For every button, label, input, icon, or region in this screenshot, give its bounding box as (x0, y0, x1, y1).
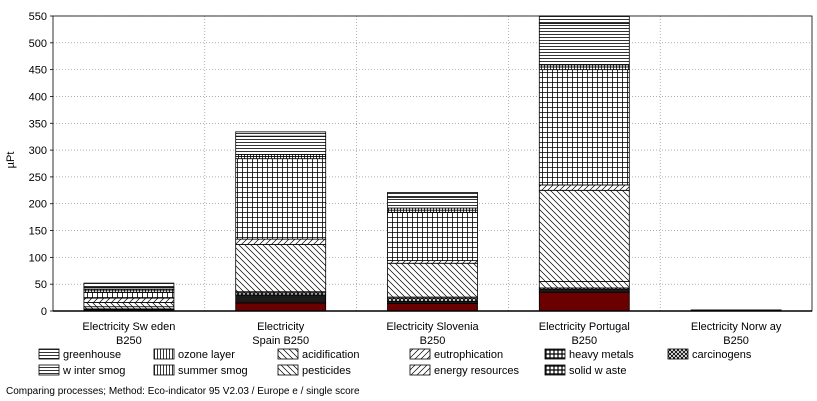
y-tick-label: 0 (41, 306, 47, 318)
bar-segment (388, 212, 478, 260)
bar-segment (388, 192, 478, 197)
bar-segment (539, 190, 629, 281)
y-tick-label: 450 (29, 65, 47, 77)
x-category-label: B250 (116, 335, 142, 347)
legend-swatch (39, 365, 59, 375)
legend-label: acidification (302, 349, 359, 361)
x-category-labels: Electricity Sw eden B250 Electricity Spain … (82, 321, 781, 347)
x-category-label: Electricity Portugal (539, 321, 630, 333)
legend-label: energy resources (434, 365, 519, 377)
y-axis-label: µPt (5, 152, 17, 169)
bar-segment (388, 197, 478, 208)
legend-swatch (39, 349, 59, 359)
legend-swatch (545, 349, 565, 359)
x-category-label: B250 (420, 335, 446, 347)
legend: greenhouse ozone layer acidification eutrop… (39, 349, 752, 377)
bar-segment (236, 295, 326, 303)
legend-label: carcinogens (692, 349, 752, 361)
y-tick-label: 200 (29, 199, 47, 211)
y-tick-label: 100 (29, 252, 47, 264)
bar-segment (388, 263, 478, 297)
legend-label: w inter smog (62, 365, 125, 377)
bar-segment (84, 298, 174, 302)
bar-segment (236, 132, 326, 136)
bar-segment (236, 239, 326, 244)
bar-segment (84, 292, 174, 298)
x-category-label: Electricity Slovenia (386, 321, 479, 333)
x-category-label: Spain B250 (252, 335, 309, 347)
bar-segment (539, 16, 629, 24)
legend-label: eutrophication (434, 349, 503, 361)
bar-segment (539, 70, 629, 185)
legend-label: ozone layer (178, 349, 235, 361)
bar-segment (388, 261, 478, 264)
bar-segment (539, 67, 629, 70)
footer-caption: Comparing processes; Method: Eco-indicat… (6, 386, 360, 397)
legend-label: heavy metals (569, 349, 634, 361)
bar-segment (539, 290, 629, 293)
legend-swatch (410, 349, 430, 359)
y-tick-label: 300 (29, 145, 47, 157)
y-tick-label: 400 (29, 91, 47, 103)
bar-segment (236, 159, 326, 239)
bar-segment (539, 24, 629, 65)
legend-swatch (545, 365, 565, 375)
bar-segment (84, 283, 174, 287)
x-category-label: Electricity (257, 321, 305, 333)
legend-label: greenhouse (63, 349, 121, 361)
bar-segment (236, 303, 326, 311)
legend-swatch (410, 365, 430, 375)
y-tick-label: 150 (29, 226, 47, 238)
legend-label: summer smog (178, 365, 248, 377)
bar-segment (236, 136, 326, 154)
x-category-label: Electricity Norw ay (691, 321, 782, 333)
y-tick-label: 350 (29, 118, 47, 130)
y-tick-labels: 0 50 100 150 200 250 300 350 400 450 500 550 (29, 11, 53, 318)
y-tick-label: 500 (29, 38, 47, 50)
legend-label: solid w aste (569, 365, 626, 377)
y-tick-label: 250 (29, 172, 47, 184)
x-category-label: B250 (723, 335, 749, 347)
bar-segment (539, 292, 629, 311)
bar-segment (539, 282, 629, 288)
bar-segment (236, 244, 326, 291)
bar-segment (84, 302, 174, 306)
x-category-label: B250 (571, 335, 597, 347)
bar-segment (388, 298, 478, 301)
bars (84, 16, 781, 311)
y-tick-label: 550 (29, 11, 47, 23)
legend-swatch (668, 349, 688, 359)
x-category-label: Electricity Sw eden (82, 321, 175, 333)
legend-swatch (154, 365, 174, 375)
legend-swatch (154, 349, 174, 359)
y-tick-label: 50 (35, 279, 47, 291)
bar-segment (388, 303, 478, 311)
legend-label: pesticides (302, 365, 351, 377)
legend-swatch (278, 365, 298, 375)
bar-segment (539, 185, 629, 190)
legend-swatch (278, 349, 298, 359)
